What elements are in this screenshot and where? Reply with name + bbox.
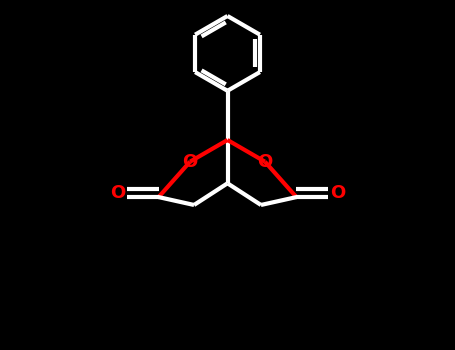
Text: O: O (110, 184, 125, 202)
Text: O: O (182, 153, 198, 171)
Text: O: O (257, 153, 273, 171)
Text: O: O (330, 184, 345, 202)
